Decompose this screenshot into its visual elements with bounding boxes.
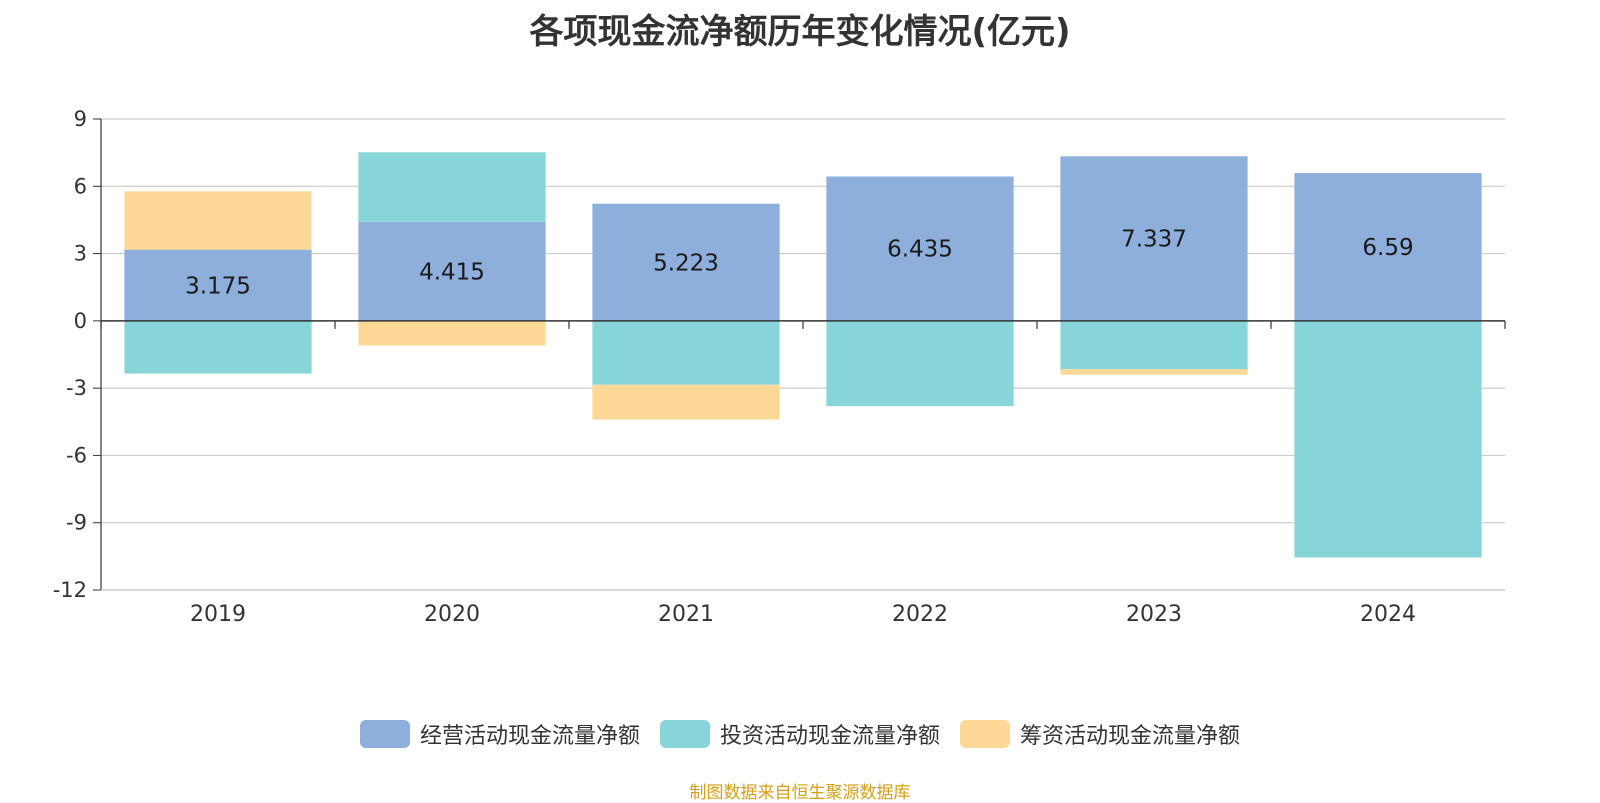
bar-s2-2019 xyxy=(124,191,312,250)
bar-s0-2020 xyxy=(358,221,546,321)
bar-s1-2022 xyxy=(826,320,1014,407)
bar-s2-2023 xyxy=(1060,369,1248,375)
bar-s1-2020 xyxy=(358,152,546,222)
legend: 经营活动现金流量净额 投资活动现金流量净额 筹资活动现金流量净额 xyxy=(0,718,1600,750)
x-tick-label-2020: 2020 xyxy=(424,602,480,627)
bars xyxy=(124,152,1482,558)
y-tick-label: -6 xyxy=(66,443,87,467)
bar-s2-2021 xyxy=(592,384,780,420)
data-label-2020: 4.415 xyxy=(419,259,485,285)
y-tick-label: -9 xyxy=(66,511,87,535)
legend-item-investing[interactable]: 投资活动现金流量净额 xyxy=(659,718,940,750)
bar-s2-2020 xyxy=(358,320,546,346)
bar-s1-2024 xyxy=(1294,320,1482,558)
x-tick-label-2023: 2023 xyxy=(1126,602,1182,627)
data-label-2022: 6.435 xyxy=(887,237,953,263)
bar-s0-2022 xyxy=(826,176,1014,321)
legend-swatch-operating xyxy=(359,720,410,748)
bar-s0-2021 xyxy=(592,203,780,321)
bar-s1-2019 xyxy=(124,320,312,374)
x-tick-label-2024: 2024 xyxy=(1360,602,1416,627)
legend-item-financing[interactable]: 筹资活动现金流量净额 xyxy=(960,718,1240,750)
data-labels: 3.175 4.415 5.223 6.435 7.337 6.59 xyxy=(185,227,1414,300)
axes: 9 6 3 0 -3 -6 -9 -12 2019 2020 2021 2022 2023 2024 xyxy=(53,107,1506,627)
bar-s0-2023 xyxy=(1060,156,1248,321)
legend-label-operating: 经营活动现金流量净额 xyxy=(419,724,640,749)
y-tick-label: 0 xyxy=(74,309,87,333)
bar-s0-2024 xyxy=(1294,173,1482,321)
legend-swatch-investing xyxy=(659,720,710,748)
y-tick-label: 6 xyxy=(74,174,87,198)
legend-swatch-financing xyxy=(960,720,1010,748)
y-tick-label: 3 xyxy=(74,242,87,266)
data-label-2021: 5.223 xyxy=(653,250,719,276)
bar-s1-2021 xyxy=(592,320,780,385)
legend-label-financing: 筹资活动现金流量净额 xyxy=(1020,724,1241,749)
y-tick-label: 9 xyxy=(74,107,87,131)
x-tick-label-2022: 2022 xyxy=(892,602,948,627)
x-tick-label-2019: 2019 xyxy=(190,602,246,627)
bar-s1-2023 xyxy=(1060,320,1248,370)
chart-plot: 9 6 3 0 -3 -6 -9 -12 2019 2020 2021 2022 2023 2024 3.… xyxy=(53,107,1506,627)
source-note: 制图数据来自恒生聚源数据库 xyxy=(689,783,911,803)
y-tick-label: -3 xyxy=(66,376,87,400)
legend-label-investing: 投资活动现金流量净额 xyxy=(719,724,940,749)
y-tick-label: -12 xyxy=(53,578,87,602)
data-label-2024: 6.59 xyxy=(1362,235,1413,261)
x-tick-label-2021: 2021 xyxy=(658,602,714,627)
legend-item-operating[interactable]: 经营活动现金流量净额 xyxy=(359,718,640,750)
data-label-2023: 7.337 xyxy=(1121,227,1187,253)
data-label-2019: 3.175 xyxy=(185,273,251,299)
bar-s0-2019 xyxy=(124,249,312,321)
chart-title: 各项现金流净额历年变化情况(亿元) xyxy=(529,12,1071,52)
